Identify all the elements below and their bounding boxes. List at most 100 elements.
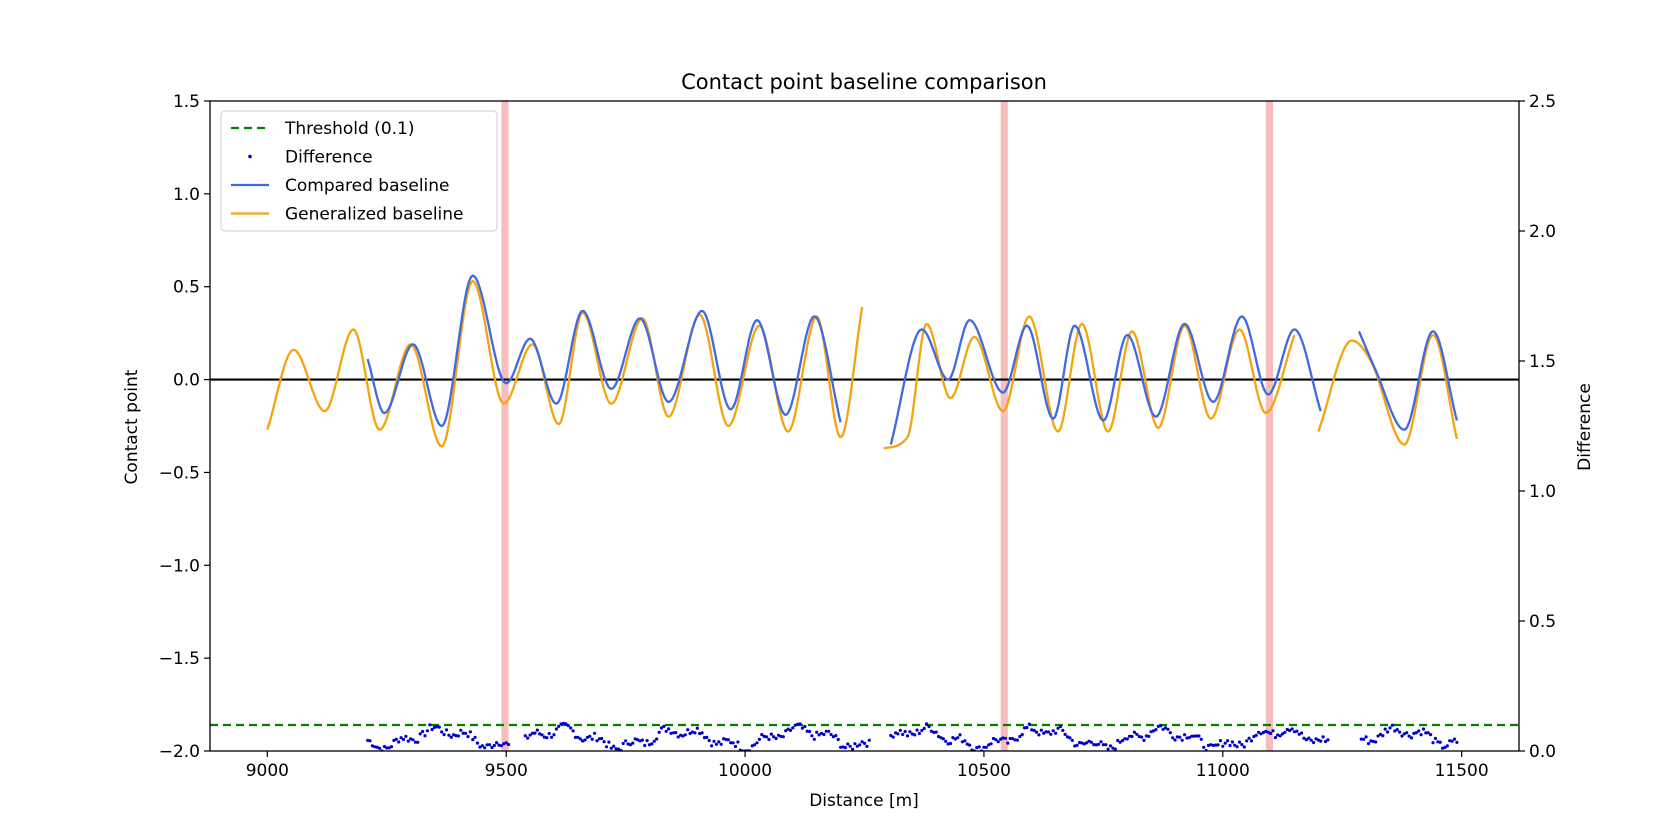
difference-point: [922, 726, 926, 731]
difference-point: [1226, 739, 1230, 743]
difference-point: [1032, 728, 1036, 733]
difference-point: [1247, 736, 1251, 740]
difference-point: [1216, 743, 1220, 747]
difference-point: [607, 740, 611, 744]
difference-point: [1187, 736, 1191, 740]
difference-point: [523, 734, 527, 738]
y-tick-label: −0.5: [159, 463, 200, 483]
difference-point: [435, 725, 439, 729]
difference-point: [1409, 736, 1414, 740]
difference-point: [927, 724, 931, 729]
difference-point: [1271, 729, 1275, 733]
difference-point: [1087, 739, 1091, 743]
difference-point: [1288, 728, 1292, 733]
difference-point: [1123, 737, 1127, 741]
difference-point: [554, 727, 559, 731]
y-tick-label: 0.0: [173, 371, 200, 391]
difference-point: [640, 738, 645, 742]
difference-point: [1371, 739, 1375, 744]
compared-baseline-segment-1: [366, 274, 842, 428]
difference-point: [1211, 743, 1215, 748]
difference-point: [829, 732, 833, 737]
difference-point: [784, 729, 788, 733]
difference-point: [1202, 745, 1206, 749]
difference-point: [965, 742, 969, 746]
difference-point: [1070, 738, 1074, 743]
difference-point: [1171, 736, 1175, 740]
difference-point: [373, 745, 377, 749]
difference-point: [526, 736, 530, 740]
difference-point: [1020, 733, 1024, 737]
difference-point: [1261, 730, 1265, 735]
x-tick-label: 9500: [485, 761, 528, 781]
difference-point: [808, 729, 812, 734]
difference-point: [910, 732, 914, 736]
difference-point: [1159, 724, 1163, 728]
difference-point: [996, 740, 1000, 744]
difference-point: [669, 731, 673, 735]
difference-point: [540, 733, 544, 737]
difference-point: [858, 743, 862, 747]
difference-point: [389, 745, 394, 749]
difference-point: [1443, 745, 1447, 750]
difference-point: [1001, 736, 1005, 740]
difference-point: [714, 742, 719, 746]
difference-point: [1245, 739, 1249, 743]
difference-point: [1130, 734, 1134, 739]
difference-point: [1269, 731, 1273, 736]
difference-point: [946, 742, 950, 746]
difference-point: [664, 729, 668, 733]
difference-point: [1300, 731, 1304, 735]
difference-point: [1094, 743, 1098, 747]
x-tick-label: 11500: [1435, 761, 1489, 781]
difference-point: [753, 743, 757, 747]
difference-point: [1441, 746, 1445, 750]
difference-point: [392, 738, 396, 743]
difference-point: [731, 741, 735, 745]
difference-point: [418, 732, 422, 736]
difference-point: [1307, 736, 1311, 740]
difference-point: [855, 744, 859, 748]
difference-point: [1190, 734, 1194, 738]
difference-point: [839, 745, 843, 749]
difference-point: [1278, 734, 1282, 738]
difference-point: [817, 733, 821, 737]
x-tick-label: 10500: [957, 761, 1011, 781]
difference-point: [1113, 747, 1117, 751]
difference-point: [903, 729, 907, 734]
difference-point: [1097, 742, 1101, 746]
difference-point: [975, 746, 979, 750]
difference-point: [846, 742, 850, 746]
difference-point: [1049, 732, 1053, 736]
difference-point: [490, 745, 494, 750]
difference-point: [1206, 743, 1211, 748]
difference-point: [944, 739, 948, 743]
difference-point: [404, 734, 408, 739]
difference-point: [1008, 736, 1012, 741]
difference-point: [1065, 735, 1070, 739]
difference-point: [1163, 726, 1168, 730]
difference-point: [1166, 727, 1170, 731]
difference-point: [423, 734, 427, 738]
difference-point: [559, 722, 563, 726]
difference-point: [822, 732, 826, 737]
difference-point: [941, 737, 945, 741]
difference-point: [1240, 743, 1244, 747]
difference-point: [819, 731, 824, 735]
difference-point: [480, 744, 484, 748]
difference-point: [824, 729, 828, 733]
difference-point: [953, 737, 957, 741]
difference-point: [686, 728, 690, 732]
difference-point: [478, 745, 482, 749]
difference-point: [378, 746, 382, 751]
difference-point: [815, 730, 819, 734]
difference-point: [444, 728, 449, 732]
difference-point: [1419, 733, 1423, 737]
difference-point: [464, 731, 468, 736]
difference-point: [781, 735, 785, 739]
difference-point: [645, 739, 649, 743]
difference-point: [370, 744, 374, 748]
difference-point: [621, 741, 625, 746]
difference-point: [1218, 739, 1222, 743]
difference-point: [1120, 739, 1125, 743]
